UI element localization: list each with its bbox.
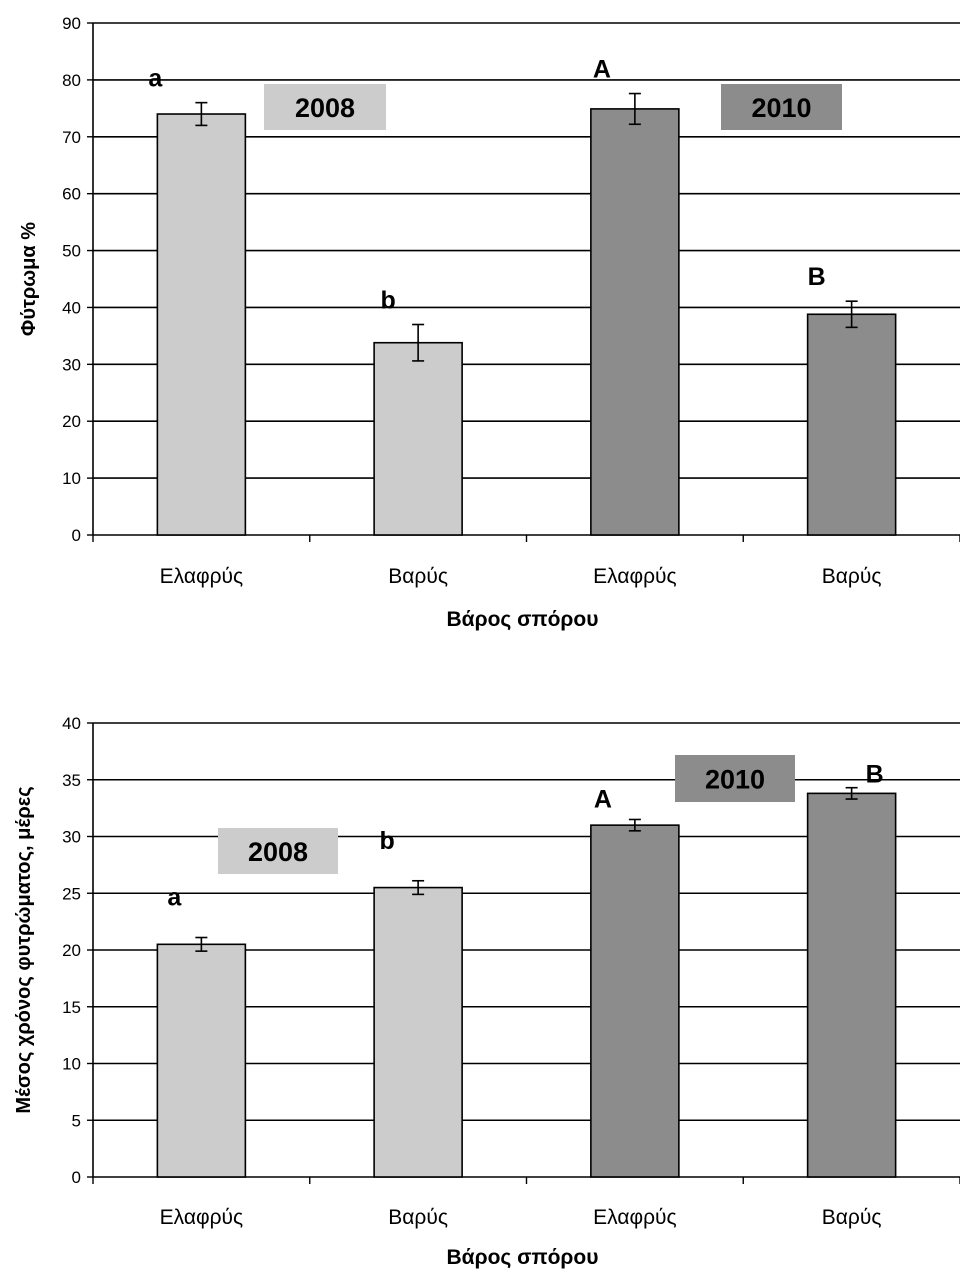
bar-1 [156, 113, 247, 536]
category-label: Βαρύς [822, 1206, 882, 1229]
y-tick-label: 90 [62, 14, 81, 33]
category-label: Ελαφρύς [593, 1206, 677, 1229]
bar-1 [156, 943, 247, 1178]
category-label: Βαρύς [388, 1206, 448, 1229]
y-tick-label: 30 [62, 355, 81, 374]
y-tick-label: 25 [62, 884, 81, 903]
bar-2 [373, 341, 463, 536]
bar-2 [373, 886, 463, 1178]
y-tick-label: 10 [62, 1055, 81, 1074]
category-label: Ελαφρύς [160, 1206, 244, 1229]
y-tick-label: 80 [62, 71, 81, 90]
bar-3 [590, 108, 680, 536]
y-axis-title: Μέσος χρόνος φυτρώματος, μέρες [13, 786, 35, 1113]
y-tick-label: 60 [62, 185, 81, 204]
y-tick-label: 20 [62, 412, 81, 431]
significance-label: B [808, 263, 826, 291]
y-tick-label: 40 [62, 714, 81, 733]
y-tick-label: 40 [62, 298, 81, 317]
y-tick-label: 10 [62, 469, 81, 488]
year-label-2010: 2010 [705, 765, 765, 795]
y-tick-label: 20 [62, 941, 81, 960]
significance-label: a [167, 884, 182, 912]
mean-germination-time-chart: 0 5 10 15 20 25 30 35 40 2008 2010 a Ελαφρύς b Βαρύς A Ε… [13, 714, 960, 1269]
y-tick-label: 15 [62, 998, 81, 1017]
x-axis-title: Βάρος σπόρου [447, 608, 599, 631]
category-label: Ελαφρύς [160, 565, 244, 588]
y-tick-label: 70 [62, 128, 81, 147]
bar-4 [806, 792, 897, 1178]
bar-4 [806, 313, 897, 536]
year-label-box-2008 [264, 84, 386, 130]
y-tick-label: 30 [62, 828, 81, 847]
significance-label: b [380, 287, 395, 315]
year-label-box-2010 [721, 84, 842, 130]
year-label-box-2008 [218, 828, 338, 874]
year-label-2008: 2008 [248, 837, 308, 867]
y-tick-label: 35 [62, 771, 81, 790]
bar-3 [590, 824, 680, 1178]
year-label-2008: 2008 [295, 93, 355, 123]
category-label: Ελαφρύς [593, 565, 677, 588]
y-tick-label: 50 [62, 242, 81, 261]
y-tick-label: 5 [72, 1111, 81, 1130]
x-axis-title: Βάρος σπόρου [447, 1246, 599, 1269]
category-label: Βαρύς [822, 565, 882, 588]
y-tick-label: 0 [72, 526, 81, 545]
year-label-box-2010 [675, 755, 795, 802]
y-axis-title: Φύτρωμα % [18, 222, 40, 336]
significance-label: A [593, 56, 611, 84]
significance-label: B [866, 761, 884, 789]
category-label: Βαρύς [388, 565, 448, 588]
significance-label: A [594, 785, 612, 813]
y-tick-label: 0 [72, 1168, 81, 1187]
year-label-2010: 2010 [751, 93, 811, 123]
significance-label: a [148, 65, 163, 93]
germination-chart: 0 10 20 30 40 50 60 70 80 90 2008 2010 a Ελαφρύς b Βαρύ… [18, 14, 960, 631]
significance-label: b [379, 827, 394, 855]
